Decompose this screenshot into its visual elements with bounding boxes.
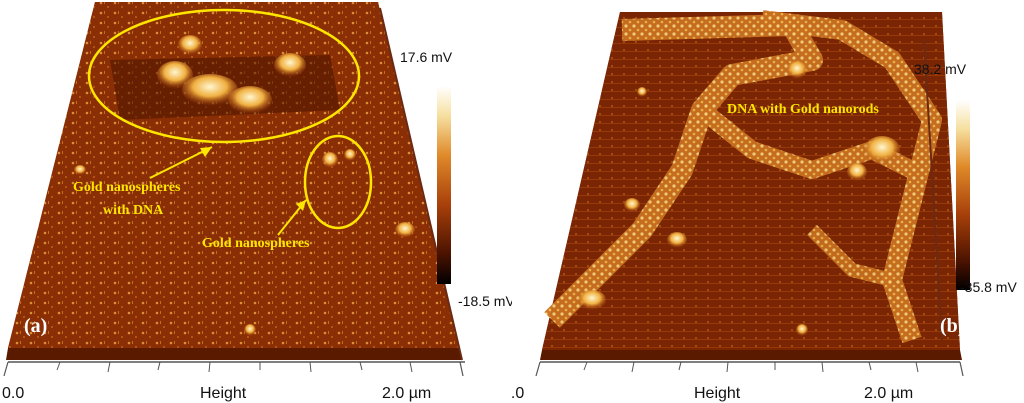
colorbar-gradient-a — [437, 86, 451, 284]
colorbar-b: 38.2 mV -35.8 mV — [914, 61, 1017, 295]
arrow-head-1 — [200, 147, 212, 157]
x-axis-label-b: Height — [694, 385, 741, 402]
z-axis-b — [923, 39, 943, 341]
surface-b — [540, 10, 962, 360]
arrow-head-2 — [296, 200, 306, 211]
panel-label-a: (a) — [24, 315, 47, 337]
colorbar-max-label-a: 17.6 mV — [400, 49, 453, 65]
afm-panel-a: Gold nanospheres with DNA Gold nanospher… — [2, 2, 512, 402]
annotation-overlay-b: DNA with Gold nanorods (b) — [727, 102, 964, 337]
x-axis-b: 0.0 Height 2.0 µm — [512, 361, 964, 402]
colorbar-max-label-b: 38.2 mV — [914, 61, 967, 77]
afm-image-b: DNA with Gold nanorods (b) 38.2 mV -35.8… — [512, 10, 1017, 402]
surface-a — [6, 2, 462, 360]
panel-label-b: (b) — [940, 315, 964, 337]
x-axis-end-a: 2.0 µm — [382, 385, 431, 402]
annotation-dna-with-gold-nanorods: DNA with Gold nanorods — [727, 102, 879, 117]
x-axis-a: 0.0 Height 2.0 µm — [2, 361, 465, 402]
annotation-with-dna: with DNA — [103, 203, 164, 218]
annotation-gold-nanospheres-dna: Gold nanospheres — [73, 180, 181, 195]
x-axis-end-b: 2.0 µm — [864, 385, 913, 402]
x-axis-label-a: Height — [200, 385, 247, 402]
x-axis-start-b: 0.0 — [512, 385, 524, 402]
z-axis-a — [379, 7, 463, 361]
annotation-overlay-a: Gold nanospheres with DNA Gold nanospher… — [24, 8, 373, 337]
x-axis-start-a: 0.0 — [2, 385, 24, 402]
colorbar-gradient-b — [956, 100, 970, 290]
colorbar-a: 17.6 mV -18.5 mV — [400, 49, 512, 309]
large-ellipse-marker — [87, 8, 361, 144]
small-ellipse-marker — [303, 134, 373, 230]
annotation-gold-nanospheres: Gold nanospheres — [202, 236, 310, 251]
colorbar-min-label-a: -18.5 mV — [458, 293, 512, 309]
afm-image-a: Gold nanospheres with DNA Gold nanospher… — [2, 2, 512, 402]
arrow-line-1 — [149, 146, 213, 179]
colorbar-min-label-b: -35.8 mV — [960, 279, 1017, 295]
afm-panel-b: DNA with Gold nanorods (b) 38.2 mV -35.8… — [512, 0, 1024, 403]
